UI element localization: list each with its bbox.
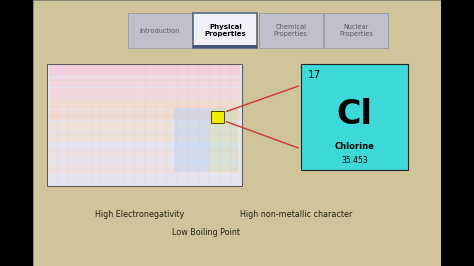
Text: Low Boiling Point: Low Boiling Point — [172, 228, 240, 237]
Text: Physical
Properties: Physical Properties — [204, 24, 246, 37]
Bar — [49, 163, 240, 174]
Bar — [0, 0, 33, 266]
Bar — [210, 111, 224, 123]
Text: 17: 17 — [308, 70, 321, 81]
Bar — [49, 122, 240, 131]
Bar — [209, 108, 238, 172]
Text: Chlorine: Chlorine — [334, 142, 374, 151]
Text: High Electronegativity: High Electronegativity — [95, 210, 184, 219]
Bar — [259, 13, 323, 48]
Text: Nuclear
Properties: Nuclear Properties — [339, 24, 373, 37]
Text: Chemical
Properties: Chemical Properties — [274, 24, 308, 37]
Bar — [49, 88, 240, 98]
Text: 35.453: 35.453 — [341, 156, 368, 165]
Bar — [49, 65, 240, 76]
Bar — [49, 99, 240, 109]
Text: High non-metallic character: High non-metallic character — [240, 210, 353, 219]
Bar — [33, 0, 441, 266]
Bar — [49, 110, 240, 120]
Bar — [441, 0, 474, 266]
Text: Introduction: Introduction — [140, 28, 180, 34]
Text: Cl: Cl — [337, 98, 372, 131]
Bar — [49, 148, 240, 159]
Bar — [324, 13, 388, 48]
Bar — [193, 45, 257, 48]
Bar — [174, 108, 209, 172]
Bar — [47, 64, 242, 186]
Bar — [49, 132, 240, 142]
Bar — [193, 13, 257, 48]
Bar — [49, 77, 240, 87]
Bar — [301, 64, 408, 170]
Bar — [128, 13, 192, 48]
